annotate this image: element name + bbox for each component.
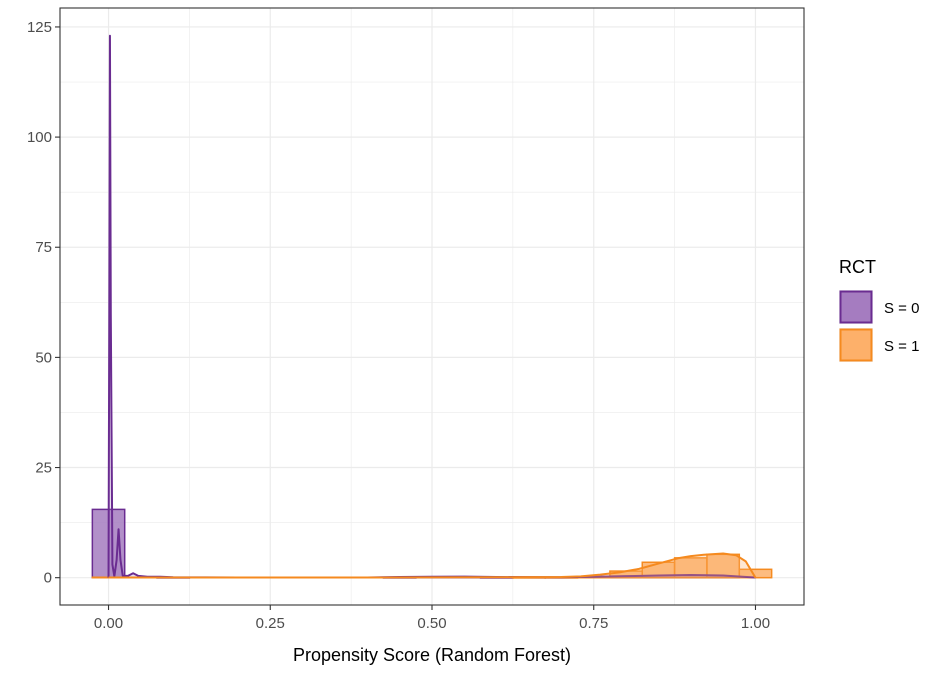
- x-tick-label: 0.25: [256, 615, 285, 632]
- density-line-s1: [108, 552, 757, 579]
- axes: 0.00 0.25 0.50 0.75 1.00 0 25 50 75 100 125: [27, 19, 770, 632]
- density-area-s1: [108, 553, 756, 578]
- y-tick-label: 125: [27, 19, 52, 36]
- y-tick-label: 75: [35, 239, 52, 256]
- x-tick-label: 0.50: [417, 615, 446, 632]
- x-tick-label: 0.00: [94, 615, 123, 632]
- legend-key-swatch: [839, 290, 873, 324]
- legend: RCT S = 0 S = 1: [839, 257, 919, 362]
- y-tick-label: 25: [35, 460, 52, 477]
- legend-key-swatch: [839, 328, 873, 362]
- x-axis-title: Propensity Score (Random Forest): [293, 645, 571, 665]
- y-tick-label: 50: [35, 349, 52, 366]
- legend-entry-label: S = 0: [884, 300, 919, 317]
- y-tick-label: 0: [44, 570, 52, 587]
- x-tick-label: 1.00: [741, 615, 770, 632]
- legend-title: RCT: [839, 257, 876, 277]
- legend-entry-label: S = 1: [884, 338, 919, 355]
- x-tick-label: 0.75: [579, 615, 608, 632]
- grid-lines: [60, 8, 804, 605]
- y-tick-label: 100: [27, 129, 52, 146]
- plot-data: [91, 34, 773, 579]
